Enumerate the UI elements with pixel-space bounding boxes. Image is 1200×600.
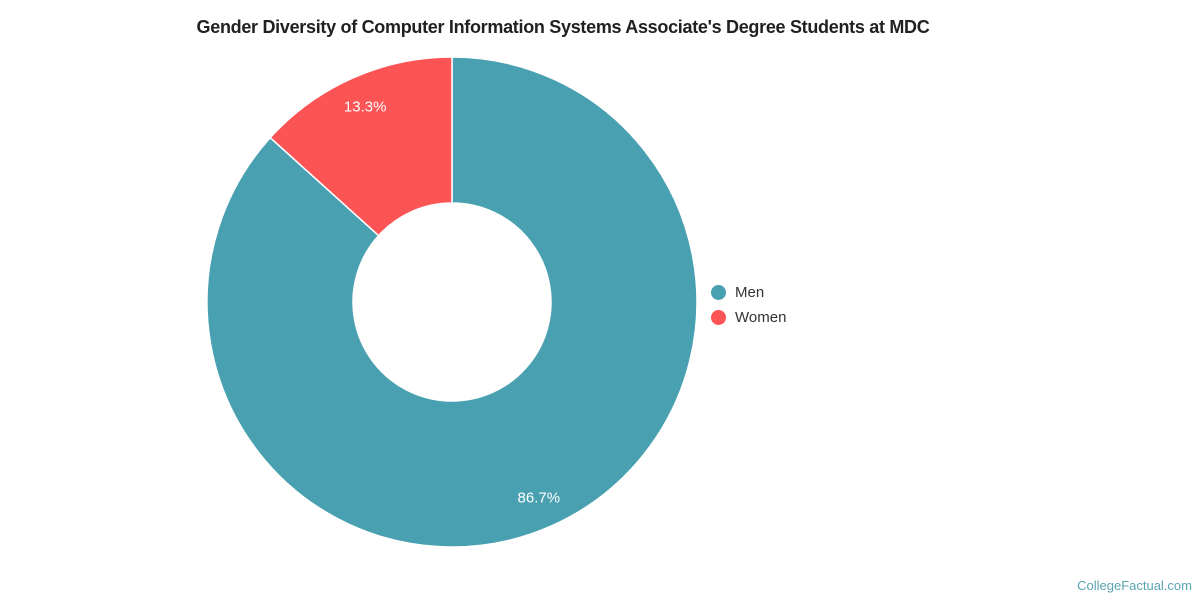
legend-label-men: Men	[735, 284, 765, 301]
men-color-swatch-icon	[711, 285, 726, 300]
legend-item-men[interactable]: Men	[711, 280, 786, 305]
legend: Men Women	[711, 280, 786, 330]
pie-slice-men[interactable]	[206, 56, 698, 548]
pie-slice-women[interactable]	[269, 56, 453, 237]
chart-title: Gender Diversity of Computer Information…	[196, 17, 930, 37]
women-color-swatch-icon	[711, 310, 726, 325]
legend-item-women[interactable]: Women	[711, 305, 786, 330]
slice-label-men: 86.7%	[518, 490, 561, 507]
watermark-link[interactable]: CollegeFactual.com	[1077, 578, 1192, 593]
legend-label-women: Women	[735, 309, 787, 326]
slice-label-women: 13.3%	[344, 98, 387, 115]
